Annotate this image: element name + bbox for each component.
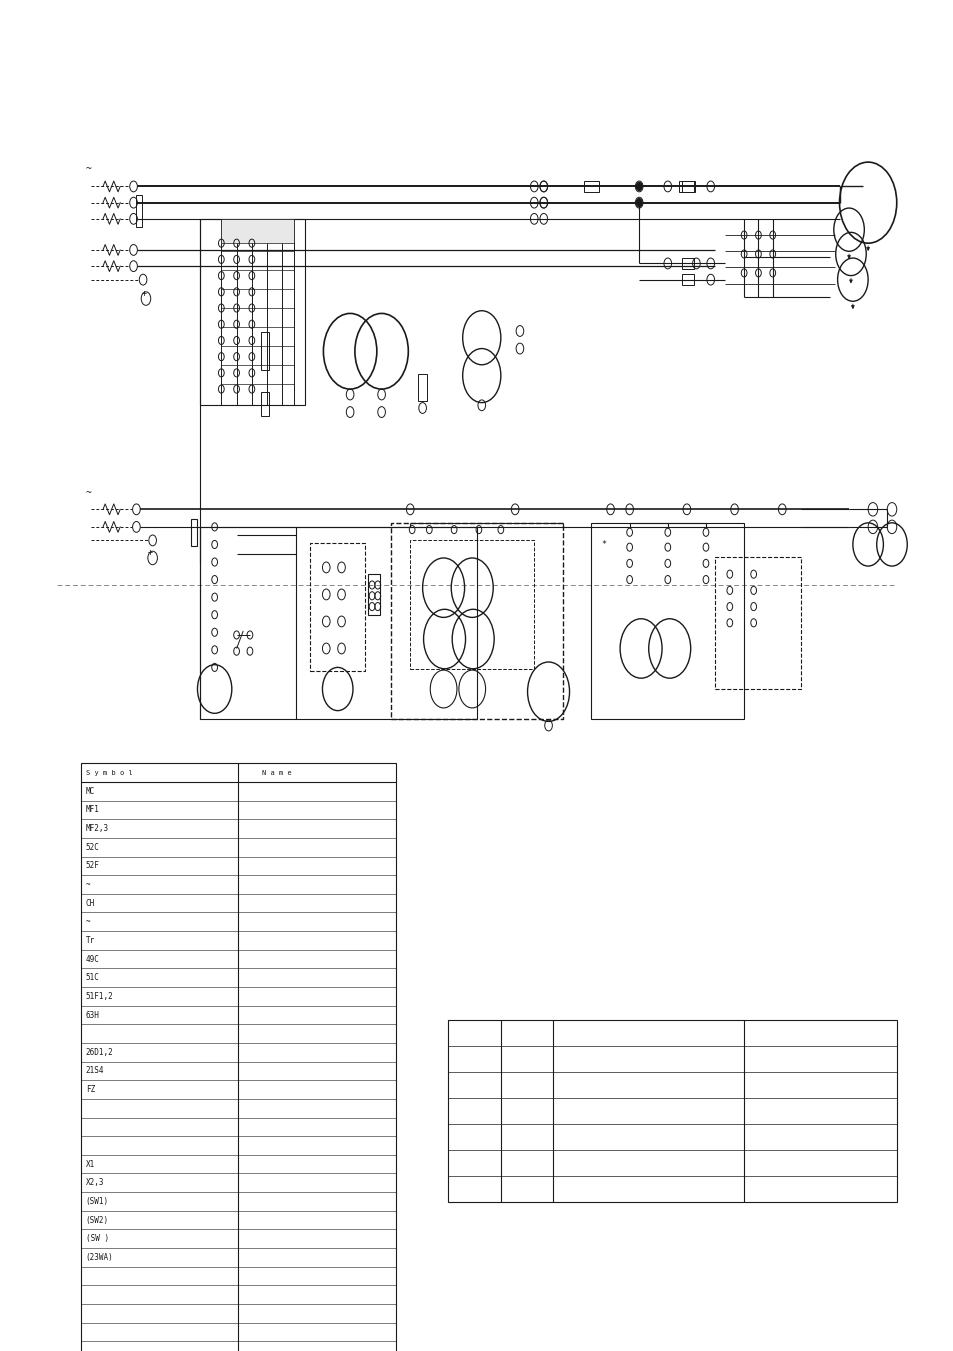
Text: 51F1,2: 51F1,2 <box>86 992 113 1001</box>
Text: X2,3: X2,3 <box>86 1178 104 1188</box>
Bar <box>681 258 693 269</box>
Bar <box>583 181 598 192</box>
Text: (SW2): (SW2) <box>86 1216 109 1224</box>
Bar <box>81 763 395 1351</box>
Bar <box>681 274 693 285</box>
Text: 21S4: 21S4 <box>86 1066 104 1075</box>
Text: (SW1): (SW1) <box>86 1197 109 1206</box>
Text: S y m b o l: S y m b o l <box>86 770 132 775</box>
Text: FZ: FZ <box>86 1085 95 1094</box>
Bar <box>391 523 562 719</box>
Text: +: + <box>148 549 152 557</box>
Text: N a m e: N a m e <box>262 770 292 775</box>
Bar <box>261 332 269 370</box>
Text: ~: ~ <box>86 488 91 499</box>
Bar <box>261 392 269 416</box>
Bar <box>310 543 365 671</box>
Text: Tr: Tr <box>86 936 95 944</box>
Text: 51C: 51C <box>86 973 100 982</box>
Text: 49C: 49C <box>86 955 100 963</box>
Text: X1: X1 <box>86 1159 95 1169</box>
Text: MF2,3: MF2,3 <box>86 824 109 834</box>
Text: 26D1,2: 26D1,2 <box>86 1048 113 1056</box>
Bar <box>591 523 743 719</box>
Bar <box>191 519 197 546</box>
Bar <box>200 527 477 719</box>
Text: (23WA): (23WA) <box>86 1252 113 1262</box>
Bar <box>200 219 305 405</box>
Bar <box>417 374 427 401</box>
Text: ~: ~ <box>86 917 91 927</box>
Text: MF1: MF1 <box>86 805 100 815</box>
Bar <box>221 219 294 243</box>
Bar <box>136 195 142 227</box>
Text: ~: ~ <box>86 880 91 889</box>
Bar <box>681 181 693 192</box>
Bar <box>715 557 801 689</box>
Bar <box>410 540 534 669</box>
Text: CH: CH <box>86 898 95 908</box>
Bar <box>679 181 694 192</box>
Text: (SW ): (SW ) <box>86 1235 109 1243</box>
Bar <box>368 574 379 615</box>
Text: 52F: 52F <box>86 862 100 870</box>
Circle shape <box>636 182 641 190</box>
Text: *: * <box>600 540 605 549</box>
Text: 52C: 52C <box>86 843 100 851</box>
Text: 63H: 63H <box>86 1011 100 1020</box>
Text: ~: ~ <box>86 163 91 174</box>
Bar <box>448 1020 896 1202</box>
Text: +: + <box>141 289 146 297</box>
Circle shape <box>636 199 641 207</box>
Text: MC: MC <box>86 786 95 796</box>
